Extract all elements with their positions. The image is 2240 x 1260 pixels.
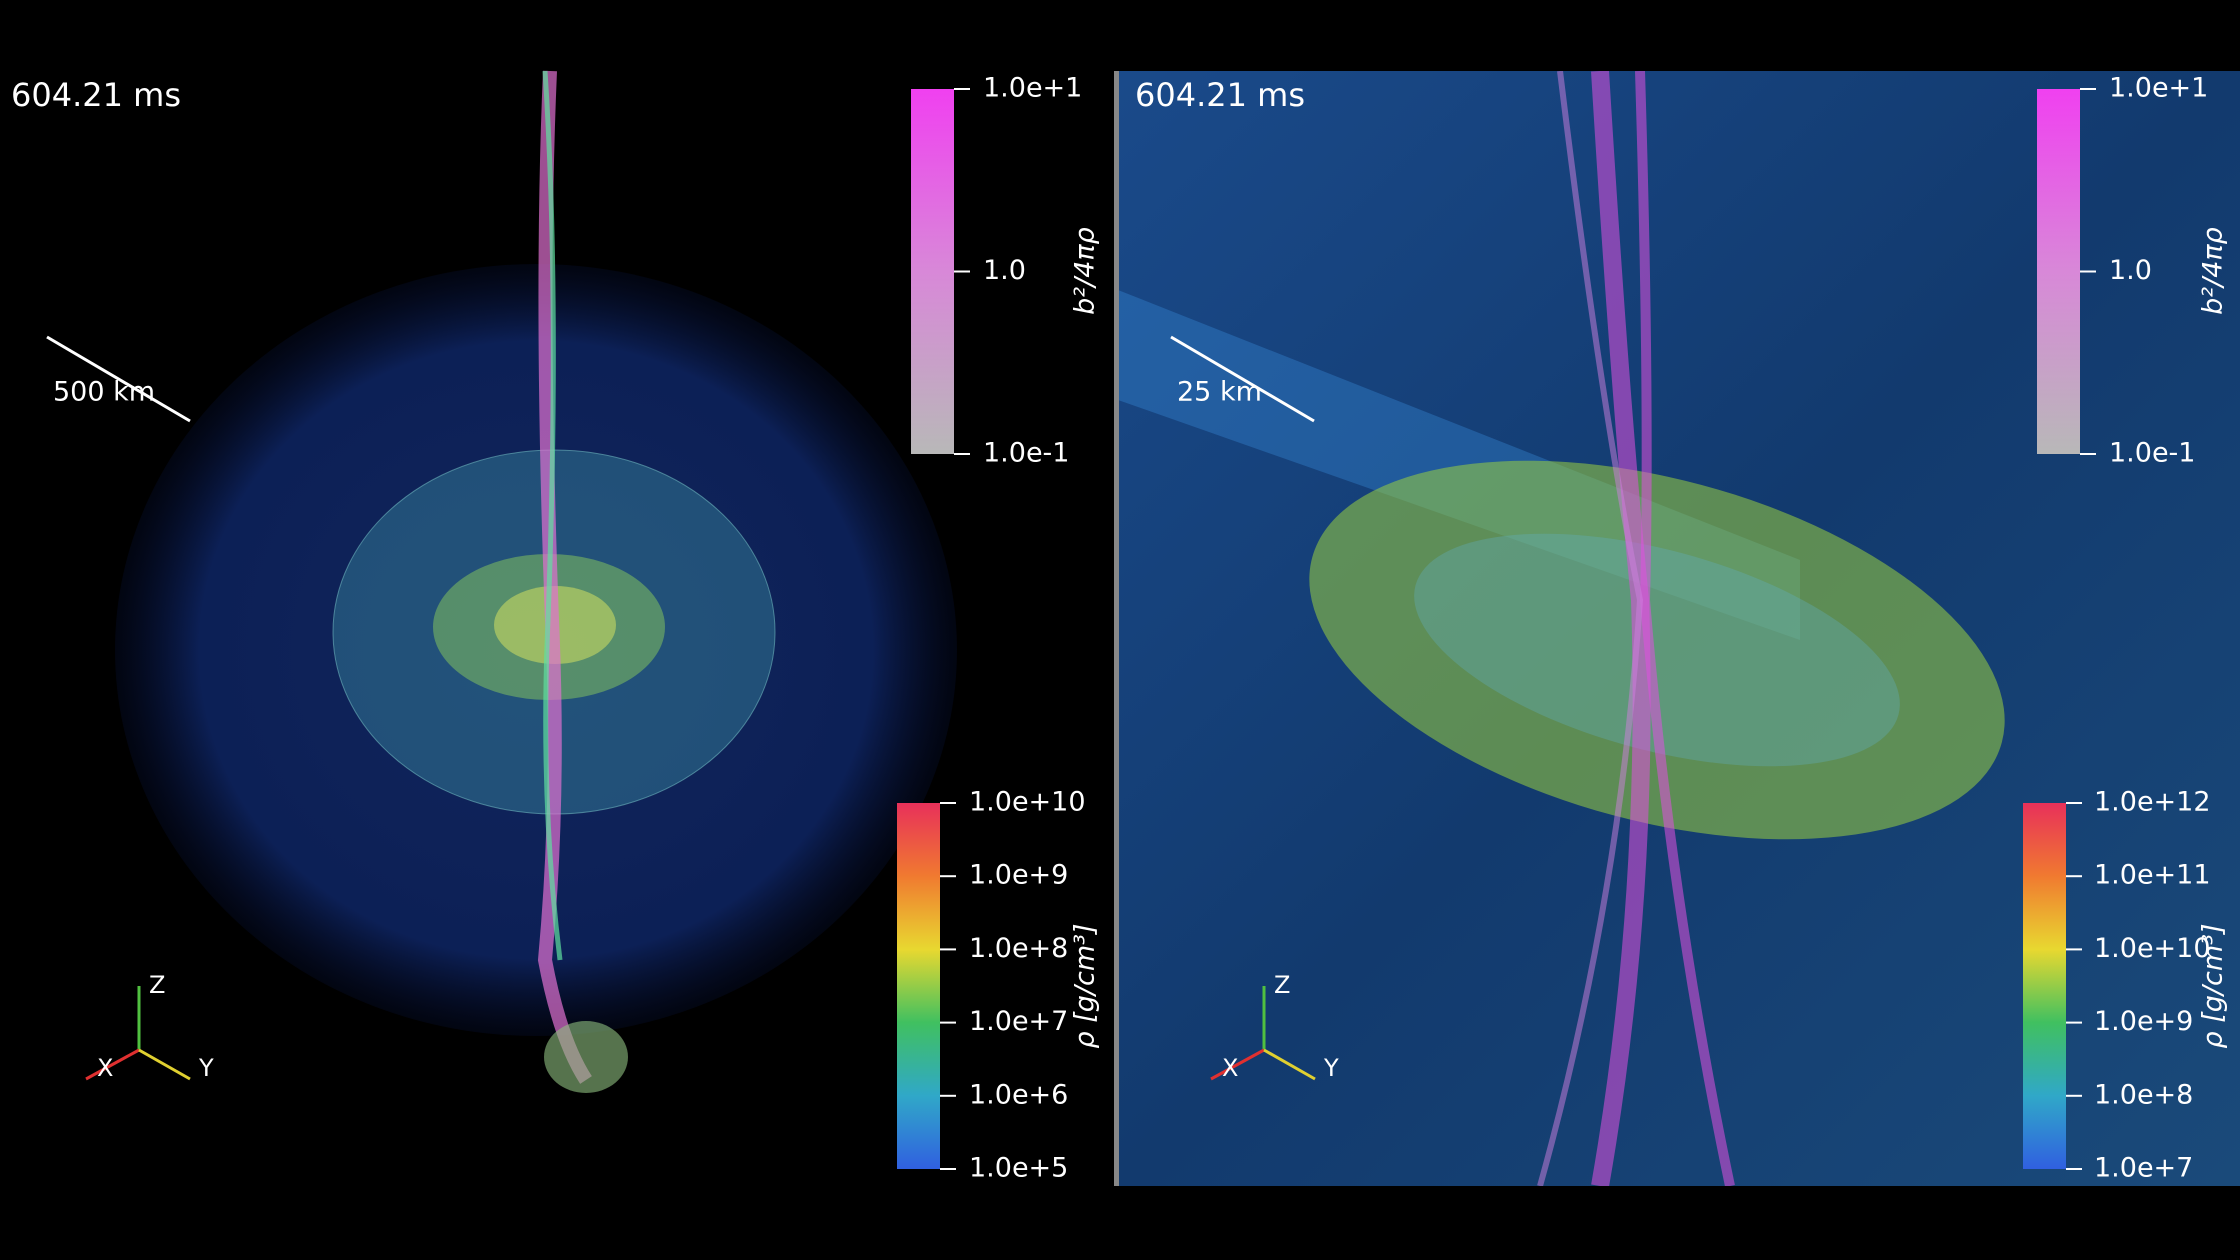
axis-label: Y — [198, 1054, 214, 1082]
colorbar-tick-label: 1.0e+7 — [969, 1006, 1068, 1037]
axis-y — [1263, 1048, 1316, 1081]
colorbar-tick-label: 1.0e+9 — [2094, 1006, 2193, 1037]
colorbar-tick-label: 1.0e+10 — [969, 787, 1086, 818]
colorbar-tick-label: 1.0e+1 — [983, 73, 1082, 104]
scale-label: 500 km — [53, 377, 155, 408]
axis-x — [1210, 1048, 1265, 1081]
axis-label: Z — [149, 971, 165, 999]
density-colorbar — [2023, 803, 2066, 1169]
scale-bar — [46, 335, 191, 423]
colorbar-label: b²/4πρ — [2198, 227, 2229, 315]
colorbar-tick-label: 1.0e+10 — [2094, 933, 2211, 964]
axis-y — [138, 1048, 191, 1081]
colorbar-tick-label: 1.0e+12 — [2094, 787, 2211, 818]
colorbar-tick-label: 1.0e+9 — [969, 860, 1068, 891]
colorbar-tick-label: 1.0e+1 — [2109, 73, 2208, 104]
colorbar-label: ρ [g/cm³] — [1070, 924, 1101, 1049]
colorbar-tick-label: 1.0e+8 — [2094, 1079, 2193, 1110]
axis-x — [85, 1048, 140, 1081]
colorbar-tick-label: 1.0e+6 — [969, 1079, 1068, 1110]
time-label: 604.21 ms — [11, 76, 181, 114]
axis-label: Z — [1274, 971, 1290, 999]
colorbar-tick-label: 1.0e-1 — [2109, 438, 2195, 469]
colorbar-tick-label: 1.0e+8 — [969, 933, 1068, 964]
magnetization-colorbar — [2037, 89, 2080, 454]
colorbar-label: ρ [g/cm³] — [2198, 924, 2229, 1049]
time-label: 604.21 ms — [1135, 76, 1305, 114]
left-render — [115, 70, 957, 1093]
colorbar-tick-label: 1.0e-1 — [983, 438, 1069, 469]
magnetization-colorbar — [911, 89, 954, 454]
scale-label: 25 km — [1177, 377, 1262, 408]
colorbar-tick-label: 1.0 — [2109, 255, 2152, 286]
density-colorbar — [897, 803, 940, 1169]
colorbar-tick-label: 1.0e+7 — [2094, 1153, 2193, 1184]
axis-label: X — [1222, 1054, 1238, 1082]
colorbar-tick-label: 1.0 — [983, 255, 1026, 286]
panel-divider — [1114, 71, 1119, 1186]
colorbar-tick-label: 1.0e+11 — [2094, 860, 2211, 891]
axis-label: Y — [1323, 1054, 1339, 1082]
colorbar-label: b²/4πρ — [1070, 227, 1101, 315]
colorbar-tick-label: 1.0e+5 — [969, 1153, 1068, 1184]
scale-bar — [1170, 335, 1315, 423]
axis-label: X — [97, 1054, 113, 1082]
